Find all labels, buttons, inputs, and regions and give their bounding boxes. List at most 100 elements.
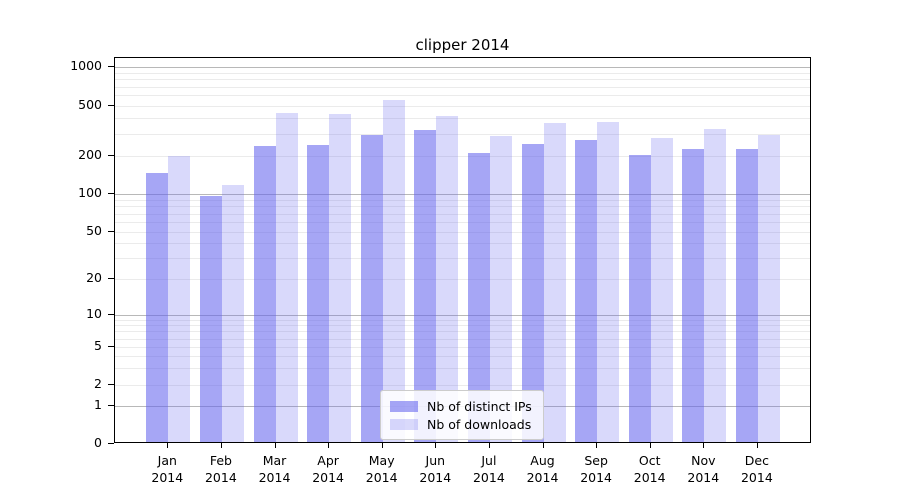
y-tick-label: 20 <box>86 270 102 285</box>
legend-label: Nb of distinct IPs <box>427 398 532 414</box>
y-tick-mark <box>108 66 114 67</box>
bar-distinct-ips <box>307 145 330 442</box>
x-tick-mark <box>381 443 383 448</box>
x-tick-mark <box>274 443 276 448</box>
bar-downloads <box>275 113 298 442</box>
x-tick-label: May 2014 <box>350 452 414 486</box>
x-tick-label-year: 2014 <box>312 470 344 485</box>
x-tick-label: Sep 2014 <box>564 452 628 486</box>
legend-item: Nb of distinct IPs <box>390 398 534 414</box>
bar-downloads <box>168 156 191 442</box>
x-tick-label: Jul 2014 <box>457 452 521 486</box>
y-tick-mark <box>108 405 114 406</box>
legend-item: Nb of downloads <box>390 416 534 432</box>
bar-distinct-ips <box>735 148 758 442</box>
bar-downloads <box>543 122 566 442</box>
bar-distinct-ips <box>360 135 383 442</box>
x-tick-mark <box>703 443 705 448</box>
y-tick-mark <box>108 104 114 106</box>
gridline-major <box>115 194 810 195</box>
y-tick-label: 50 <box>86 223 102 238</box>
bar-distinct-ips <box>467 153 490 442</box>
gridline-minor <box>115 356 810 358</box>
bar-distinct-ips <box>199 195 222 442</box>
gridline-minor <box>115 232 810 233</box>
gridline-minor <box>115 243 810 245</box>
gridline-minor <box>115 331 810 333</box>
x-tick-label-month: Apr <box>317 453 339 468</box>
gridline-minor <box>115 368 810 370</box>
x-tick-label-year: 2014 <box>258 470 291 485</box>
gridline-minor <box>115 279 810 280</box>
bar-distinct-ips <box>253 146 276 442</box>
x-tick-mark <box>435 443 437 448</box>
gridline-minor <box>115 347 810 348</box>
gridline-minor <box>115 117 810 119</box>
x-tick-label: Nov 2014 <box>671 452 735 486</box>
bar-distinct-ips <box>575 140 598 442</box>
gridline-minor <box>115 325 810 327</box>
x-tick-label: Mar 2014 <box>243 452 307 486</box>
y-tick-label: 500 <box>78 96 102 112</box>
x-tick-label: Apr 2014 <box>296 452 360 486</box>
x-tick-label-year: 2014 <box>526 470 559 485</box>
bar-downloads <box>757 135 780 442</box>
bar-downloads <box>436 116 459 442</box>
bar-downloads <box>489 136 512 442</box>
x-tick-label: Aug 2014 <box>511 452 575 486</box>
bar-downloads <box>221 184 244 442</box>
y-tick-label: 0 <box>94 435 102 450</box>
bar-distinct-ips <box>628 155 651 442</box>
bar-distinct-ips <box>414 129 437 442</box>
bar-downloads <box>329 113 352 442</box>
y-tick-label: 1000 <box>70 58 102 73</box>
x-tick-label-year: 2014 <box>580 470 612 485</box>
x-tick-mark <box>649 443 651 448</box>
y-tick-label: 200 <box>78 147 102 162</box>
y-tick-mark <box>108 443 114 444</box>
legend-box: Nb of distinct IPs Nb of downloads <box>380 390 544 440</box>
x-tick-label: Jan 2014 <box>135 452 199 486</box>
x-tick-label-month: Feb <box>209 453 232 468</box>
gridline-minor <box>115 206 810 208</box>
x-tick-label-year: 2014 <box>419 470 452 485</box>
x-tick-label-month: Aug <box>530 453 555 468</box>
gridline-minor <box>115 199 810 201</box>
bar-distinct-ips <box>521 143 544 442</box>
x-tick-label-month: Oct <box>638 453 661 468</box>
x-tick-label-year: 2014 <box>365 470 398 485</box>
bar-distinct-ips <box>682 148 705 442</box>
x-tick-label-year: 2014 <box>633 470 666 485</box>
y-tick-mark <box>108 384 114 385</box>
gridline-minor <box>115 338 810 340</box>
gridline-minor <box>115 213 810 215</box>
gridline-minor <box>115 156 810 157</box>
legend-label: Nb of downloads <box>427 416 532 432</box>
gridline-minor <box>115 319 810 321</box>
x-tick-label: Feb 2014 <box>189 452 253 486</box>
x-tick-mark <box>596 443 598 448</box>
gridline-minor <box>115 385 810 386</box>
y-tick-label: 100 <box>78 185 102 200</box>
gridline-minor <box>115 133 810 135</box>
y-tick-label: 1 <box>94 397 102 412</box>
chart-title: clipper 2014 <box>415 36 510 54</box>
legend-swatch-downloads <box>390 418 418 430</box>
x-tick-label-month: Sep <box>584 453 608 468</box>
x-tick-label-year: 2014 <box>204 470 237 485</box>
y-tick-mark <box>108 314 114 315</box>
y-tick-mark <box>108 193 114 194</box>
x-tick-label-month: Mar <box>262 453 287 468</box>
bar-downloads <box>382 100 405 442</box>
x-tick-label-month: Jan <box>157 453 177 468</box>
x-tick-label: Jun 2014 <box>403 452 467 486</box>
y-tick-label: 10 <box>86 306 102 321</box>
y-tick-mark <box>108 346 114 347</box>
x-tick-mark <box>328 443 330 448</box>
gridline-minor <box>115 105 810 107</box>
gridline-minor <box>115 95 810 97</box>
x-tick-mark <box>756 443 758 448</box>
bar-distinct-ips <box>146 173 169 442</box>
gridline-minor <box>115 79 810 81</box>
